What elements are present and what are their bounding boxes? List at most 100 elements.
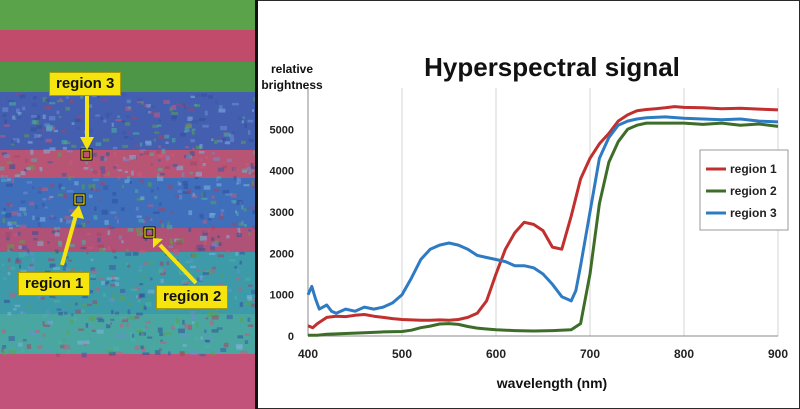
texture-speck <box>4 119 7 124</box>
texture-speck <box>157 176 164 182</box>
texture-speck <box>194 336 199 341</box>
texture-speck <box>132 132 140 135</box>
texture-speck <box>57 339 63 345</box>
texture-speck <box>253 150 255 155</box>
texture-speck <box>223 132 231 137</box>
texture-speck <box>194 185 201 190</box>
texture-speck <box>222 190 229 194</box>
texture-speck <box>156 150 161 154</box>
texture-speck <box>13 308 17 311</box>
texture-speck <box>254 251 255 254</box>
texture-speck <box>170 210 173 215</box>
texture-speck <box>183 130 188 133</box>
texture-speck <box>66 190 74 193</box>
texture-speck <box>171 138 176 143</box>
texture-speck <box>173 323 179 329</box>
texture-speck <box>190 95 195 98</box>
texture-speck <box>213 188 220 192</box>
texture-speck <box>31 231 39 235</box>
texture-speck <box>246 295 252 299</box>
texture-speck <box>92 152 97 157</box>
texture-speck <box>126 99 131 104</box>
texture-speck <box>81 184 85 190</box>
texture-speck <box>15 224 20 227</box>
texture-speck <box>139 283 144 286</box>
texture-speck <box>244 302 252 306</box>
texture-speck <box>171 115 178 119</box>
texture-speck <box>88 104 93 108</box>
texture-speck <box>192 147 195 150</box>
texture-speck <box>136 215 142 218</box>
texture-speck <box>156 187 160 191</box>
legend-label: region 1 <box>730 162 777 176</box>
texture-speck <box>213 157 221 161</box>
texture-speck <box>242 168 249 171</box>
texture-speck <box>106 350 113 353</box>
grass-band-top <box>0 0 255 30</box>
texture-speck <box>203 185 211 190</box>
texture-speck <box>137 101 143 104</box>
texture-speck <box>57 228 60 234</box>
texture-speck <box>232 130 235 135</box>
texture-speck <box>37 241 44 246</box>
texture-speck <box>126 115 130 119</box>
texture-speck <box>153 138 156 142</box>
series-line-region-1 <box>307 105 779 330</box>
texture-speck <box>181 104 188 108</box>
texture-speck <box>127 228 134 232</box>
texture-speck <box>117 169 123 172</box>
texture-speck <box>86 303 92 306</box>
texture-speck <box>231 200 235 203</box>
texture-speck <box>117 176 121 180</box>
texture-speck <box>108 320 111 326</box>
texture-speck <box>66 219 73 224</box>
texture-speck <box>161 148 166 154</box>
texture-speck <box>157 327 163 333</box>
texture-speck <box>202 124 209 128</box>
texture-speck <box>184 127 190 132</box>
texture-speck <box>234 295 237 300</box>
texture-speck <box>188 210 193 216</box>
texture-speck <box>131 116 138 120</box>
texture-speck <box>134 345 140 351</box>
texture-speck <box>244 163 250 166</box>
texture-speck <box>242 170 247 173</box>
texture-speck <box>2 345 7 349</box>
region-1-arrowhead <box>70 205 84 219</box>
texture-speck <box>210 320 214 325</box>
texture-speck <box>120 207 125 211</box>
texture-speck <box>138 218 144 223</box>
texture-speck <box>83 167 89 170</box>
texture-speck <box>17 231 21 236</box>
texture-speck <box>185 260 190 264</box>
texture-speck <box>29 331 36 336</box>
texture-speck <box>71 122 75 125</box>
texture-speck <box>239 251 245 255</box>
texture-speck <box>159 219 163 224</box>
texture-speck <box>248 232 251 236</box>
texture-speck <box>10 143 15 146</box>
texture-speck <box>182 344 187 347</box>
texture-speck <box>158 145 161 149</box>
texture-speck <box>6 160 12 164</box>
texture-speck <box>49 263 56 268</box>
texture-speck <box>47 161 53 164</box>
texture-speck <box>235 210 238 214</box>
texture-speck <box>135 206 139 211</box>
texture-speck <box>205 155 208 159</box>
texture-speck <box>109 298 115 303</box>
y-axis-label-line-2: brightness <box>262 78 323 92</box>
texture-speck <box>12 211 19 216</box>
texture-speck <box>154 195 158 200</box>
texture-speck <box>145 140 152 144</box>
texture-speck <box>101 209 108 215</box>
texture-speck <box>170 242 173 245</box>
texture-speck <box>194 312 197 315</box>
texture-speck <box>180 352 185 356</box>
texture-speck <box>96 317 103 320</box>
texture-speck <box>42 97 47 102</box>
texture-speck <box>116 219 119 224</box>
texture-speck <box>136 295 139 299</box>
texture-speck <box>252 185 255 189</box>
texture-speck <box>222 165 227 169</box>
